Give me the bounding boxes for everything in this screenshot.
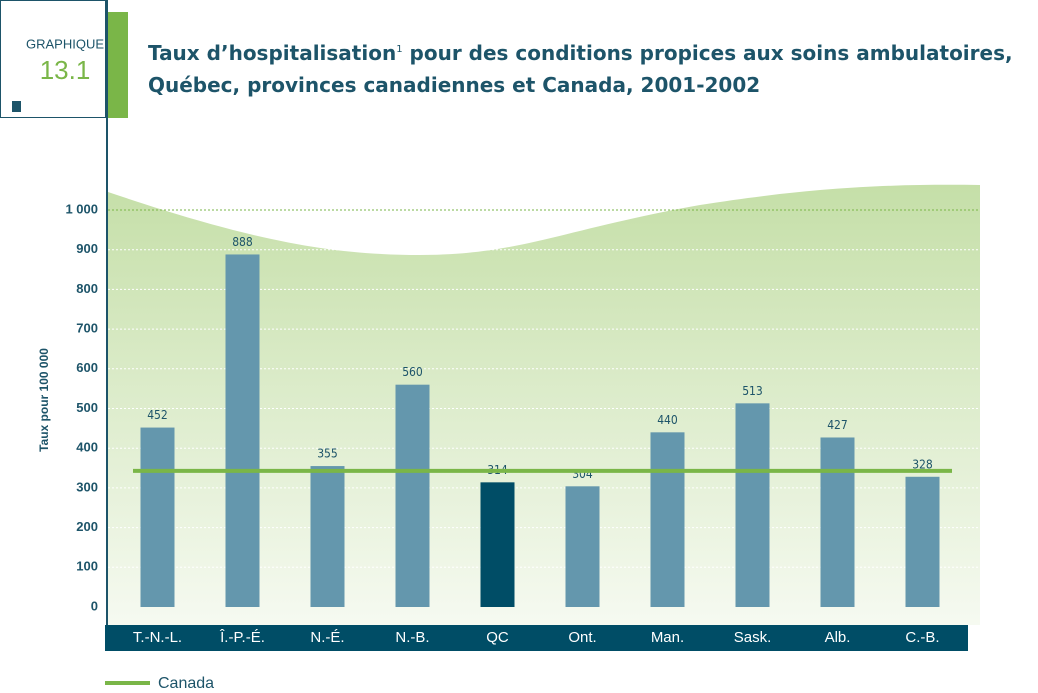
bar (650, 432, 685, 607)
x-tick-label: T.-N.-L. (133, 629, 182, 646)
y-tick-label: 900 (76, 241, 98, 256)
y-tick-label: 400 (76, 440, 98, 455)
x-tick-label: Î.-P.-É. (219, 629, 265, 646)
bar (225, 254, 260, 608)
legend-label: Canada (158, 675, 214, 692)
chart-title: Taux d’hospitalisation1 pour des conditi… (148, 34, 1038, 101)
y-tick-label: 1 000 (65, 201, 98, 216)
y-tick-label: 700 (76, 321, 98, 336)
x-tick-label: Alb. (825, 629, 851, 646)
y-tick-label: 300 (76, 479, 98, 494)
y-tick-label: 500 (76, 400, 98, 415)
badge-bar (108, 12, 128, 118)
category-band (105, 625, 968, 651)
value-label: 888 (232, 235, 253, 249)
bar (140, 427, 175, 607)
badge-label: GRAPHIQUE (26, 36, 104, 51)
y-axis-label: Taux pour 100 000 (37, 348, 51, 452)
title-text: pour des conditions propices aux soins a… (148, 41, 1013, 97)
value-label: 513 (742, 384, 763, 398)
bar (735, 403, 770, 607)
y-tick-label: 600 (76, 360, 98, 375)
value-label: 560 (402, 365, 423, 379)
x-tick-label: Man. (651, 629, 684, 646)
bar (820, 437, 855, 607)
value-label: 355 (317, 447, 338, 461)
value-label: 440 (657, 413, 678, 427)
bar (565, 486, 600, 607)
bar (905, 476, 940, 607)
bar (310, 466, 345, 607)
title-text: Taux d’hospitalisation (148, 41, 397, 65)
y-tick-label: 0 (91, 598, 98, 613)
x-tick-label: N.-B. (395, 629, 429, 646)
badge-number: 13.1 (40, 55, 91, 85)
badge-box (0, 0, 106, 118)
y-tick-label: 200 (76, 519, 98, 534)
bar (480, 482, 515, 607)
value-label: 452 (147, 408, 168, 422)
x-tick-label: N.-É. (310, 629, 344, 646)
y-tick-label: 800 (76, 281, 98, 296)
value-label: 427 (827, 418, 848, 432)
x-tick-label: QC (486, 629, 509, 646)
y-tick-label: 100 (76, 559, 98, 574)
badge-square (12, 101, 21, 112)
x-tick-label: C.-B. (905, 629, 939, 646)
value-label: 328 (912, 457, 933, 471)
x-tick-label: Ont. (568, 629, 596, 646)
bar (395, 384, 430, 607)
title-footnote: 1 (396, 44, 403, 55)
x-tick-label: Sask. (734, 629, 772, 646)
